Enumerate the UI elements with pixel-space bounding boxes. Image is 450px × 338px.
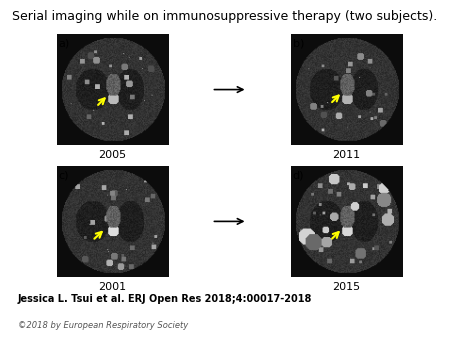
Text: 2005: 2005 xyxy=(99,150,126,161)
Text: a): a) xyxy=(58,39,70,48)
Text: 2001: 2001 xyxy=(99,282,126,292)
Text: 2015: 2015 xyxy=(333,282,360,292)
Text: d): d) xyxy=(292,170,304,180)
Text: Serial imaging while on immunosuppressive therapy (two subjects).: Serial imaging while on immunosuppressiv… xyxy=(13,10,437,23)
Text: b): b) xyxy=(292,39,304,48)
Text: Jessica L. Tsui et al. ERJ Open Res 2018;4:00017-2018: Jessica L. Tsui et al. ERJ Open Res 2018… xyxy=(18,294,312,304)
Text: c): c) xyxy=(58,170,69,180)
Text: ©2018 by European Respiratory Society: ©2018 by European Respiratory Society xyxy=(18,320,188,330)
Text: 2011: 2011 xyxy=(333,150,360,161)
